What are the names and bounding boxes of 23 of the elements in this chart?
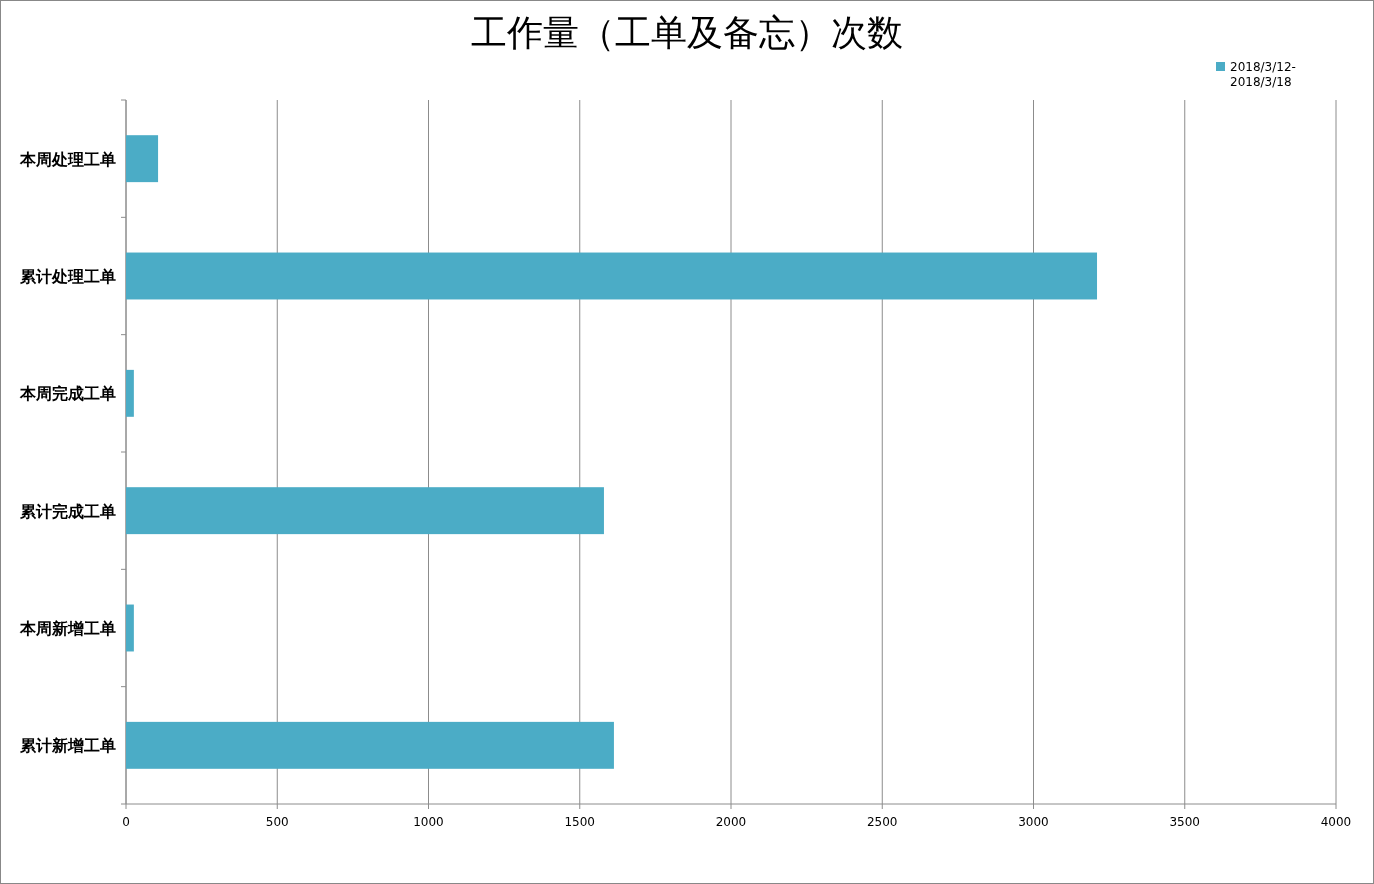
bar (126, 135, 159, 183)
legend-label: 2018/3/12-2018/3/18 (1230, 60, 1296, 89)
bar (126, 369, 134, 417)
x-tick-label: 2500 (866, 815, 898, 829)
y-tick-label: 累计处理工单 (19, 267, 116, 286)
y-tick-label: 累计新增工单 (19, 736, 116, 756)
bar (126, 721, 614, 769)
y-tick-label: 本周处理工单 (19, 149, 116, 169)
y-tick-label: 本周完成工单 (19, 384, 116, 404)
x-tick-label: 4000 (1320, 815, 1352, 829)
chart-title: 工作量（工单及备忘）次数 (471, 12, 903, 53)
x-tick-label: 0 (122, 815, 130, 829)
bar (126, 252, 1098, 300)
x-tick-label: 3500 (1169, 815, 1201, 829)
y-tick-label: 累计完成工单 (19, 501, 116, 521)
x-tick-label: 500 (265, 815, 289, 829)
x-tick-label: 1000 (413, 815, 444, 829)
x-tick-label: 3000 (1018, 815, 1049, 829)
x-tick-label: 1500 (564, 815, 596, 829)
x-tick-label: 2000 (715, 815, 747, 829)
bar (126, 487, 604, 535)
y-tick-label: 本周新增工单 (19, 619, 116, 638)
bar (126, 604, 134, 652)
